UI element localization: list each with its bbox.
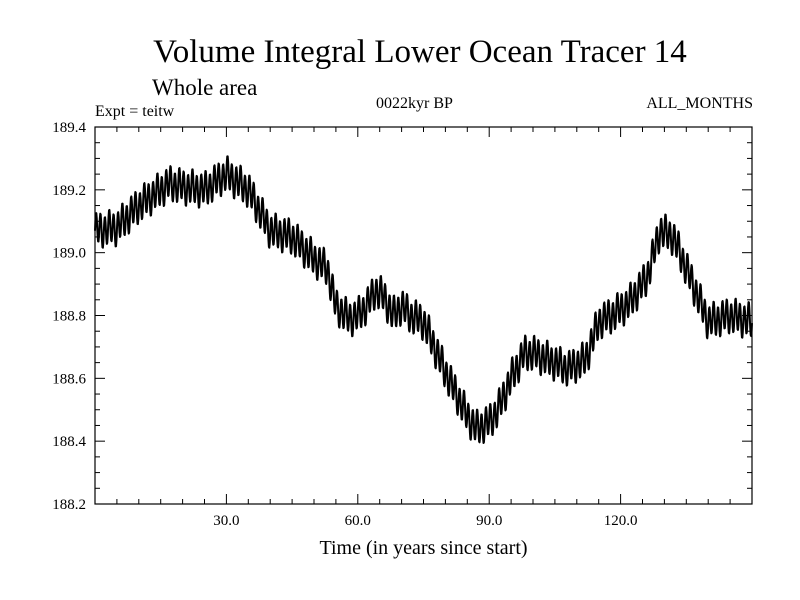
chart-subtitle: Whole area: [152, 75, 258, 100]
axis-tick-labels: 30.0 60.0 90.0 120.0 188.2 188.4 188.6 188.8 189…: [52, 120, 637, 529]
y-tick-label: 188.4: [52, 434, 86, 450]
y-tick-label: 188.8: [52, 309, 86, 325]
y-tick-label: 189.2: [52, 183, 86, 199]
x-axis-label: Time (in years since start): [319, 537, 528, 559]
x-tick-label: 90.0: [476, 513, 502, 529]
experiment-label: Expt = teitw: [95, 103, 175, 120]
y-tick-label: 188.2: [52, 497, 86, 513]
x-tick-label: 60.0: [345, 513, 371, 529]
series-line: [94, 155, 753, 444]
period-label: 0022kyr BP: [376, 95, 453, 112]
months-label: ALL_MONTHS: [646, 95, 753, 112]
y-tick-label: 189.4: [52, 120, 86, 136]
x-tick-label: 120.0: [604, 513, 638, 529]
y-tick-label: 189.0: [52, 246, 86, 262]
x-tick-label: 30.0: [213, 513, 239, 529]
chart-title: Volume Integral Lower Ocean Tracer 14: [153, 34, 687, 70]
y-tick-label: 188.6: [52, 371, 86, 387]
